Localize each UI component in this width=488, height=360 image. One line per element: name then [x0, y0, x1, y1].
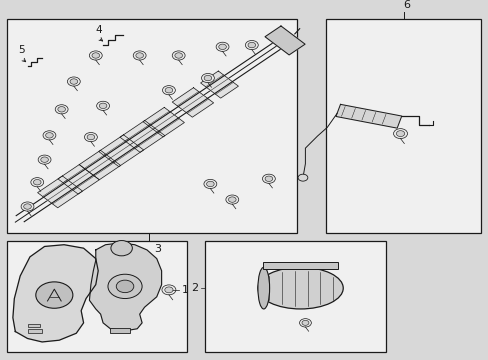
Circle shape	[228, 197, 236, 202]
Circle shape	[70, 79, 78, 84]
Circle shape	[84, 132, 97, 142]
Circle shape	[89, 51, 102, 60]
Circle shape	[136, 53, 143, 58]
Circle shape	[36, 282, 73, 308]
Circle shape	[45, 132, 53, 138]
Polygon shape	[79, 150, 121, 180]
Circle shape	[162, 285, 176, 295]
Circle shape	[111, 240, 132, 256]
Circle shape	[218, 44, 226, 50]
Circle shape	[264, 176, 272, 181]
Polygon shape	[120, 121, 164, 152]
Ellipse shape	[257, 267, 269, 309]
Circle shape	[92, 53, 100, 58]
Bar	[110, 328, 130, 333]
Circle shape	[216, 42, 228, 51]
Circle shape	[299, 319, 311, 327]
Text: 1: 1	[182, 285, 189, 295]
Circle shape	[55, 105, 68, 114]
Circle shape	[165, 87, 172, 93]
Circle shape	[396, 131, 404, 136]
Text: 2: 2	[191, 283, 198, 293]
Polygon shape	[264, 26, 305, 55]
Polygon shape	[172, 88, 213, 117]
Circle shape	[164, 287, 173, 293]
Circle shape	[201, 73, 214, 83]
Circle shape	[298, 174, 307, 181]
Circle shape	[262, 174, 275, 183]
Circle shape	[43, 131, 56, 140]
Polygon shape	[89, 243, 161, 331]
Circle shape	[245, 40, 258, 50]
Circle shape	[97, 101, 109, 111]
Text: 6: 6	[402, 0, 409, 10]
Polygon shape	[13, 245, 98, 342]
Circle shape	[172, 51, 185, 60]
Circle shape	[67, 77, 80, 86]
Polygon shape	[142, 107, 184, 137]
Bar	[205, 241, 385, 352]
Circle shape	[175, 53, 182, 58]
Circle shape	[162, 86, 175, 95]
Bar	[6, 241, 186, 352]
Circle shape	[203, 75, 211, 81]
Circle shape	[133, 51, 146, 60]
Circle shape	[225, 195, 238, 204]
Circle shape	[33, 180, 41, 185]
Polygon shape	[99, 135, 143, 167]
Bar	[27, 324, 40, 327]
Circle shape	[58, 107, 65, 112]
Ellipse shape	[257, 267, 343, 309]
Polygon shape	[38, 176, 82, 208]
Polygon shape	[200, 71, 238, 98]
Circle shape	[247, 42, 255, 48]
Circle shape	[116, 280, 134, 293]
Circle shape	[108, 274, 142, 298]
Circle shape	[31, 177, 43, 187]
Bar	[326, 19, 481, 233]
Bar	[27, 329, 42, 333]
Circle shape	[302, 320, 308, 325]
Circle shape	[38, 155, 51, 164]
Circle shape	[23, 204, 31, 209]
Bar	[262, 262, 338, 269]
Text: 5: 5	[19, 45, 25, 55]
Bar	[6, 19, 296, 233]
Circle shape	[41, 157, 48, 162]
Circle shape	[206, 181, 214, 187]
Circle shape	[393, 129, 407, 139]
Circle shape	[21, 202, 34, 211]
Polygon shape	[335, 104, 401, 128]
Polygon shape	[58, 165, 99, 194]
Circle shape	[87, 134, 95, 140]
Circle shape	[203, 179, 216, 189]
Text: 4: 4	[96, 24, 102, 35]
Circle shape	[99, 103, 107, 108]
Text: 3: 3	[154, 244, 161, 254]
